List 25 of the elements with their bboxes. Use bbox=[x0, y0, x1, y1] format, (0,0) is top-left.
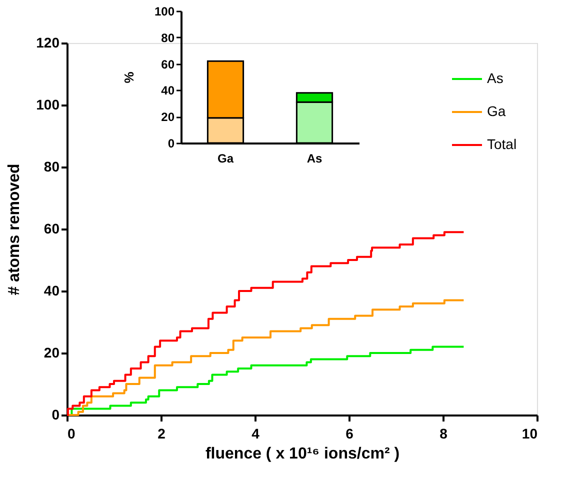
y-tick-label: 120 bbox=[36, 34, 60, 50]
y-tick-label: 60 bbox=[44, 220, 60, 236]
x-tick-label: 4 bbox=[252, 426, 260, 442]
y-tick-label: 40 bbox=[44, 282, 60, 298]
y-tick-label: 0 bbox=[52, 406, 60, 422]
x-tick-label: 6 bbox=[346, 426, 354, 442]
x-tick-label: 8 bbox=[440, 426, 448, 442]
legend-label: Ga bbox=[487, 103, 506, 119]
legend-label: As bbox=[487, 70, 504, 86]
y-tick-label: 20 bbox=[44, 344, 60, 360]
legend-label: Total bbox=[487, 136, 517, 152]
y-tick-label: 20 bbox=[161, 110, 175, 124]
x-tick-label: 2 bbox=[158, 426, 166, 442]
y-tick-label: 100 bbox=[154, 4, 175, 18]
y-tick-label: 0 bbox=[168, 136, 175, 150]
y-tick-label: 60 bbox=[161, 57, 175, 72]
y-axis-title: # atoms removed bbox=[6, 164, 24, 296]
y-tick-label: 80 bbox=[44, 158, 60, 174]
y-tick-label: 100 bbox=[36, 96, 60, 112]
y-tick-label: 40 bbox=[161, 84, 175, 98]
y-axis-title: % bbox=[121, 71, 136, 84]
x-tick-label: 10 bbox=[522, 426, 538, 442]
x-axis-title: fluence ( x 10¹⁶ ions/cm² ) bbox=[205, 446, 400, 462]
y-tick-label: 80 bbox=[161, 30, 175, 45]
x-tick-label: 0 bbox=[68, 426, 76, 442]
